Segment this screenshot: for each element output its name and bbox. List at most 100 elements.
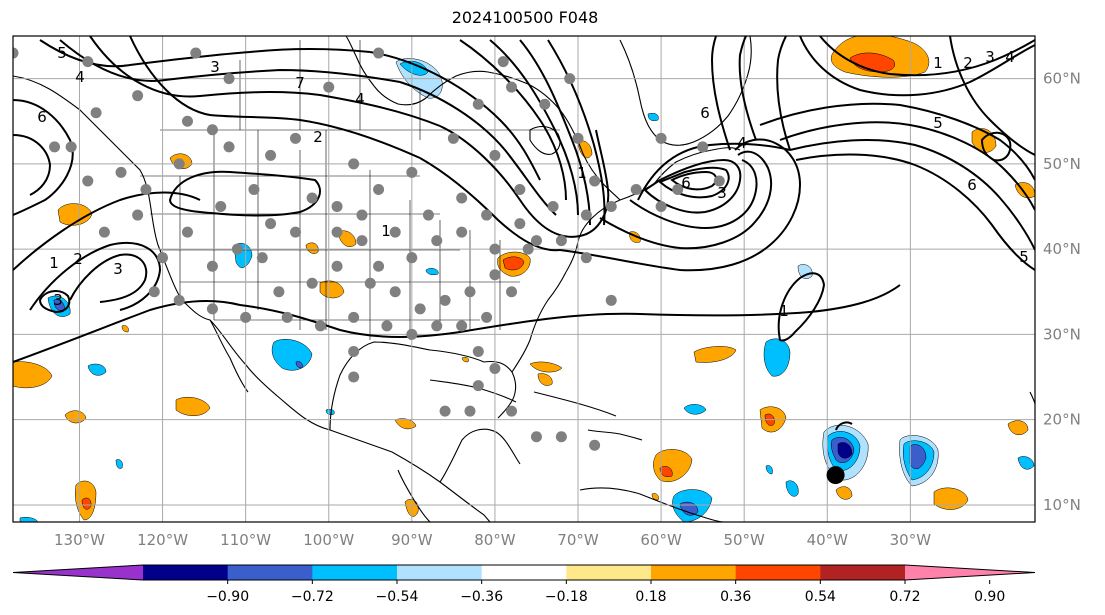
- station-point: [439, 405, 451, 417]
- storm-position-marker: [826, 466, 845, 485]
- lat-tick-label: 20°N: [1043, 411, 1081, 429]
- station-point: [82, 175, 94, 187]
- station-point: [348, 345, 360, 357]
- shade-orange: [13, 361, 53, 389]
- shade-blue: [1017, 456, 1035, 470]
- station-point: [231, 243, 243, 255]
- shade-orange: [461, 356, 469, 363]
- latitude-tick-labels: 10°N 20°N 30°N 40°N 50°N 60°N: [1043, 70, 1081, 514]
- shade-orange: [693, 346, 737, 363]
- shade-blue: [647, 113, 659, 121]
- colorbar-tick-label: 0.36: [720, 589, 751, 605]
- station-point: [223, 73, 235, 85]
- station-point: [630, 183, 642, 195]
- shade-orange: [835, 486, 853, 500]
- lon-tick-label: 70°W: [557, 531, 599, 549]
- figure-title: 2024100500 F048: [451, 8, 599, 27]
- shade-blue: [425, 268, 439, 276]
- contour-label: 3: [53, 291, 63, 309]
- station-point: [414, 303, 426, 315]
- station-point: [190, 47, 202, 59]
- shade-red: [81, 497, 92, 510]
- colorbar-outline: [12, 564, 1036, 581]
- station-point: [290, 226, 302, 238]
- station-point: [406, 252, 418, 264]
- station-point: [331, 260, 343, 272]
- station-point: [173, 294, 185, 306]
- station-point: [472, 380, 484, 392]
- station-point: [439, 294, 451, 306]
- station-point: [547, 201, 559, 213]
- station-point: [240, 311, 252, 323]
- station-point: [348, 158, 360, 170]
- colorbar-segment: [651, 565, 737, 580]
- colorbar: −0.90 −0.72 −0.54 −0.36 −0.18 0.18 0.36 0.54 0.7…: [12, 564, 1036, 605]
- colorbar-tick-label: −0.36: [460, 589, 503, 605]
- station-point: [472, 98, 484, 110]
- station-point: [256, 252, 268, 264]
- colorbar-segment: [312, 565, 398, 580]
- contour-label: 7: [295, 74, 305, 92]
- station-point: [281, 311, 293, 323]
- contour-label: 1: [49, 254, 59, 272]
- station-point: [306, 277, 318, 289]
- shade-darkblue: [909, 444, 927, 470]
- station-point: [514, 218, 526, 230]
- shade-blue: [19, 516, 39, 522]
- contour-label: 3: [210, 58, 220, 76]
- station-point: [364, 277, 376, 289]
- station-point: [248, 183, 260, 195]
- map-frame: [12, 35, 1036, 523]
- station-point: [148, 286, 160, 298]
- shade-orange: [1007, 420, 1029, 436]
- shade-orange: [394, 418, 417, 430]
- station-point: [564, 73, 576, 85]
- station-point: [331, 201, 343, 213]
- station-point: [422, 209, 434, 221]
- station-point: [49, 141, 61, 153]
- lat-tick-label: 40°N: [1043, 240, 1081, 258]
- station-point: [530, 431, 542, 443]
- station-point: [555, 235, 567, 247]
- station-point: [356, 209, 368, 221]
- station-point: [530, 235, 542, 247]
- station-point: [655, 132, 667, 144]
- station-point: [489, 149, 501, 161]
- station-point: [456, 320, 468, 332]
- station-point: [314, 320, 326, 332]
- station-point: [373, 47, 385, 59]
- contour-label: 6: [37, 108, 47, 126]
- lon-tick-label: 130°W: [54, 531, 105, 549]
- station-point: [90, 107, 102, 119]
- station-point: [506, 405, 518, 417]
- colorbar-segment: [566, 565, 652, 580]
- station-point: [539, 98, 551, 110]
- station-point: [431, 235, 443, 247]
- longitude-tick-labels: 130°W 120°W 110°W 100°W 90°W 80°W 70°W 60°W 50°W…: [54, 531, 931, 549]
- shade-orange: [529, 361, 563, 373]
- station-point: [655, 201, 667, 213]
- station-point: [713, 175, 725, 187]
- shade-red: [502, 256, 525, 271]
- shade-blue: [765, 465, 773, 475]
- lon-tick-label: 110°W: [220, 531, 271, 549]
- contour-label: 1: [381, 222, 391, 240]
- station-point: [572, 132, 584, 144]
- contour-label: 5: [933, 114, 943, 132]
- graticule: [13, 36, 1035, 522]
- lon-tick-label: 100°W: [303, 531, 354, 549]
- colorbar-segment: [143, 565, 229, 580]
- station-point: [265, 149, 277, 161]
- contour-label: 2: [313, 128, 323, 146]
- shade-orange: [933, 487, 969, 510]
- contour-label: 1: [779, 302, 789, 320]
- station-point: [157, 252, 169, 264]
- shade-orange: [337, 230, 357, 247]
- station-point: [481, 311, 493, 323]
- shade-blue: [271, 339, 313, 371]
- shade-orange: [577, 140, 593, 159]
- station-point: [447, 132, 459, 144]
- colorbar-segment: [397, 565, 483, 580]
- station-point: [406, 166, 418, 178]
- station-point: [82, 56, 94, 68]
